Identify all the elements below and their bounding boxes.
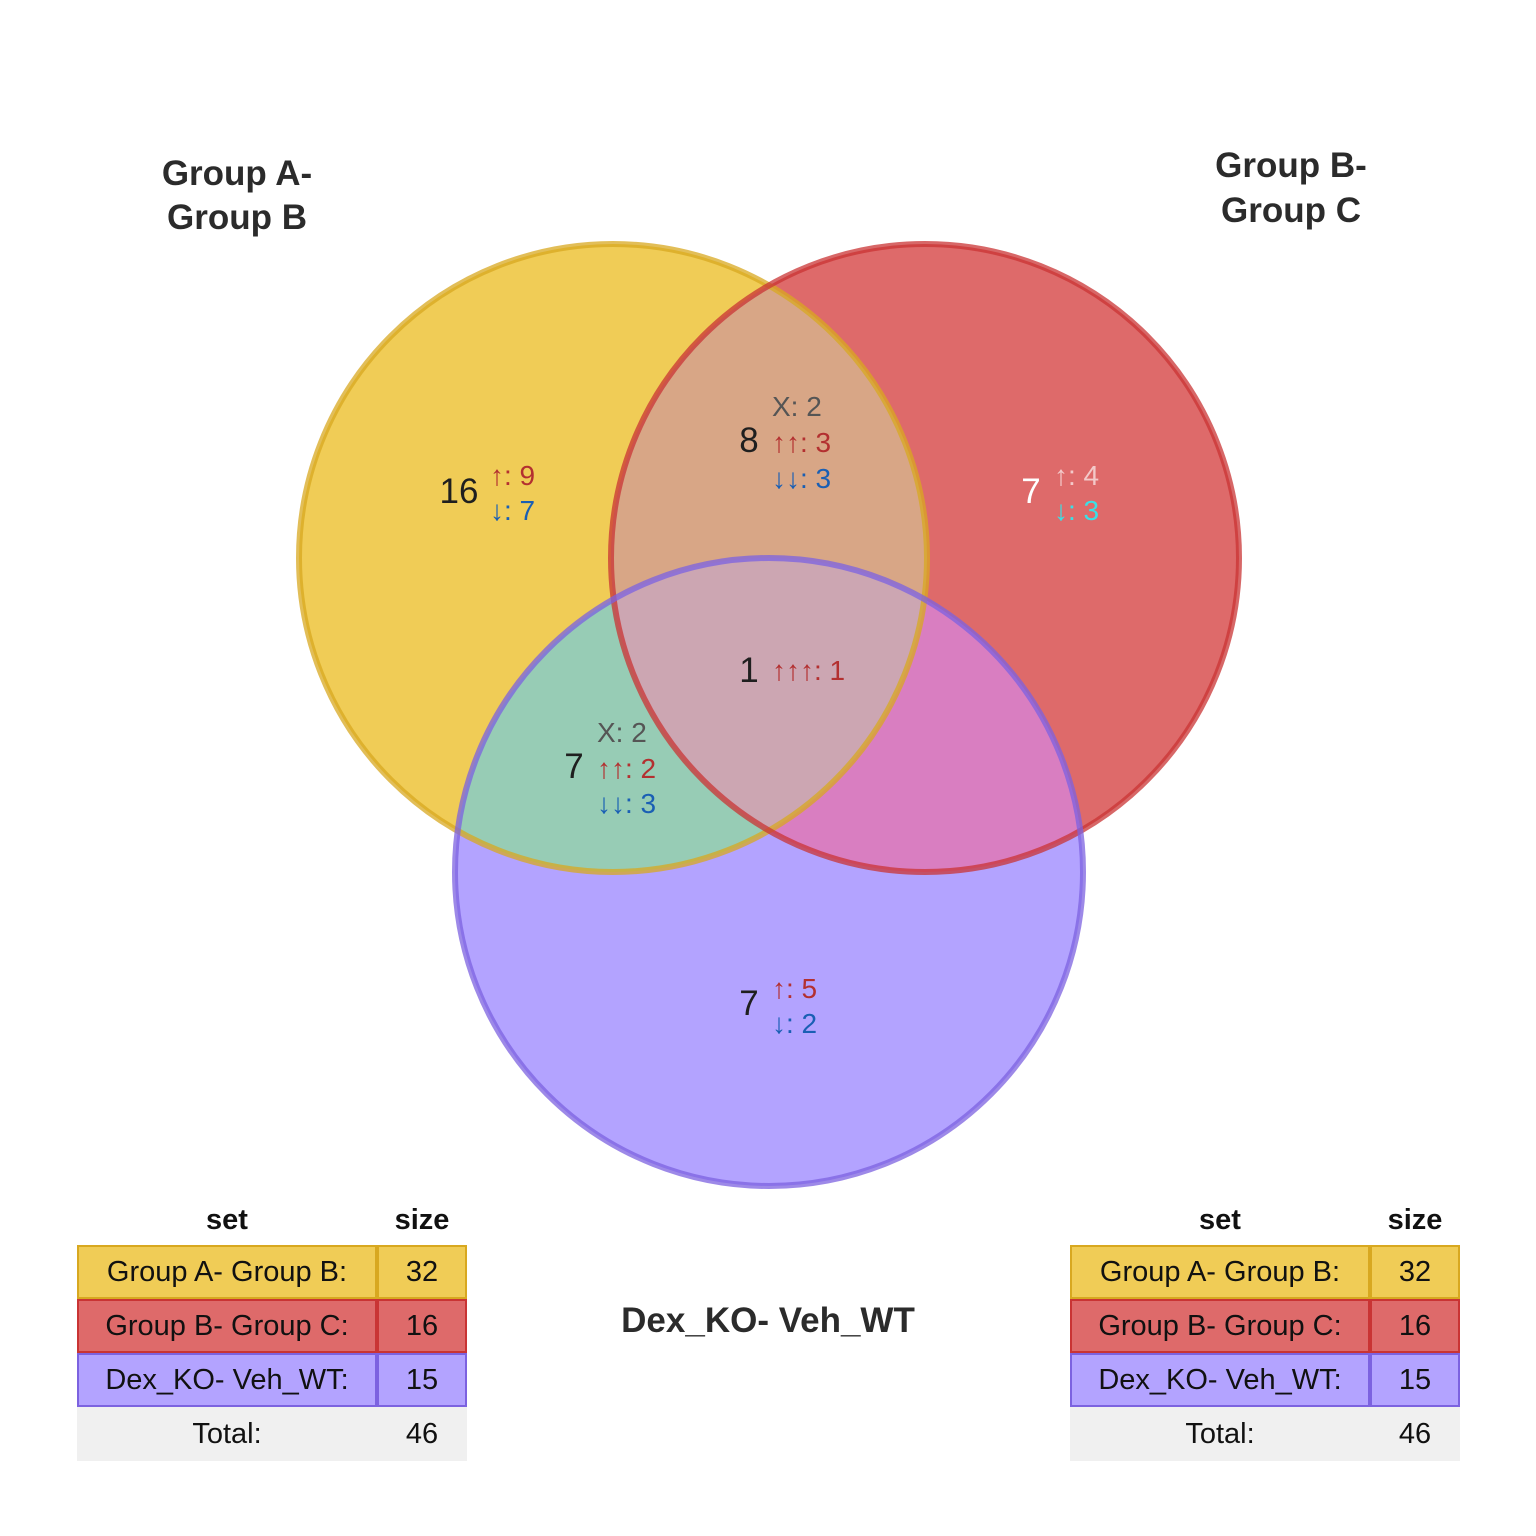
table-cell-size: 32 (377, 1245, 467, 1299)
region-a-c-count: 7 (564, 747, 583, 786)
set-c-title: Dex_KO- Veh_WT (621, 1301, 915, 1340)
table-total-value: 46 (1370, 1407, 1460, 1461)
table-cell-set: Dex_KO- Veh_WT: (77, 1353, 377, 1407)
set-a-outline (296, 241, 930, 875)
region-a-only-count: 16 (440, 472, 479, 511)
table-cell-set: Group A- Group B: (1070, 1245, 1370, 1299)
region-b-only-up: ↑: 4 (1054, 460, 1099, 491)
table-cell-set: Group A- Group B: (77, 1245, 377, 1299)
table-row: Group A- Group B: 32 (77, 1245, 467, 1299)
table-total-label: Total: (1070, 1407, 1370, 1461)
region-a-b-c-count: 1 (739, 651, 758, 690)
table-row: Group A- Group B: 32 (1070, 1245, 1460, 1299)
region-a-b-down: ↓↓: 3 (772, 463, 831, 494)
region-a-c-down: ↓↓: 3 (597, 788, 656, 819)
table-cell-set: Dex_KO- Veh_WT: (1070, 1353, 1370, 1407)
table-cell-set: Group B- Group C: (77, 1299, 377, 1353)
set-a-title-line2: Group B (167, 198, 307, 237)
region-a-b-up: ↑↑: 3 (772, 427, 831, 458)
table-total-value: 46 (377, 1407, 467, 1461)
table-cell-size: 32 (1370, 1245, 1460, 1299)
set-size-table-right: set size Group A- Group B: 32 Group B- G… (1070, 1195, 1460, 1461)
region-c-only-up: ↑: 5 (772, 973, 817, 1004)
region-a-c-up: ↑↑: 2 (597, 753, 656, 784)
table-cell-size: 15 (1370, 1353, 1460, 1407)
table-header-set: set (1199, 1203, 1241, 1236)
region-b-only-count: 7 (1021, 472, 1040, 511)
set-a-title-line1: Group A- (162, 154, 312, 193)
region-a-c-mixed: X: 2 (597, 717, 647, 748)
table-row: Group B- Group C: 16 (77, 1299, 467, 1353)
table-total-row: Total: 46 (1070, 1407, 1460, 1461)
table-total-label: Total: (77, 1407, 377, 1461)
set-b-title-line2: Group C (1221, 191, 1361, 230)
region-a-b-c-up: ↑↑↑: 1 (772, 655, 845, 686)
table-row: Group B- Group C: 16 (1070, 1299, 1460, 1353)
set-size-table-left: set size Group A- Group B: 32 Group B- G… (77, 1195, 467, 1461)
table-cell-set: Group B- Group C: (1070, 1299, 1370, 1353)
table-cell-size: 16 (1370, 1299, 1460, 1353)
table-cell-size: 15 (377, 1353, 467, 1407)
region-a-b-count: 8 (739, 421, 758, 460)
table-cell-size: 16 (377, 1299, 467, 1353)
table-total-row: Total: 46 (77, 1407, 467, 1461)
region-c-only-down: ↓: 2 (772, 1008, 817, 1039)
table-row: Dex_KO- Veh_WT: 15 (77, 1353, 467, 1407)
region-c-only-count: 7 (739, 984, 758, 1023)
set-b-title-line1: Group B- (1215, 146, 1367, 185)
region-a-only-down: ↓: 7 (490, 495, 535, 526)
set-b-outline (608, 241, 1242, 875)
region-a-b-mixed: X: 2 (772, 391, 822, 422)
set-c-outline (452, 555, 1086, 1189)
table-row: Dex_KO- Veh_WT: 15 (1070, 1353, 1460, 1407)
region-a-only-up: ↑: 9 (490, 460, 535, 491)
table-header-size: size (394, 1203, 450, 1236)
region-b-only-down: ↓: 3 (1054, 495, 1099, 526)
table-header-size: size (1387, 1203, 1443, 1236)
table-header-set: set (206, 1203, 248, 1236)
